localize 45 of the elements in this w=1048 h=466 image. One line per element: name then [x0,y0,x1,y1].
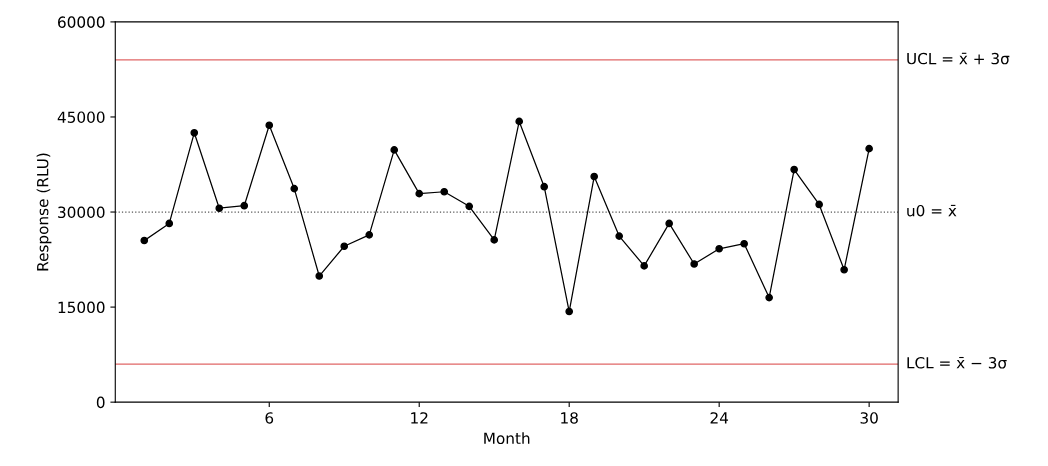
y-tick-label: 45000 [57,111,105,123]
point [265,121,274,130]
point [565,307,574,316]
point [790,165,798,174]
point [690,260,698,268]
x-axis-title: Month [484,432,530,445]
point [590,172,599,181]
point [515,117,524,126]
point [315,272,324,280]
ref-line-label: UCL = x̄ + 3σ [907,52,1010,65]
point [290,184,299,193]
point [140,236,149,245]
point [190,128,199,137]
point [465,202,474,211]
point [615,232,624,240]
ref-line-label: u0 = x̄ [907,204,957,217]
point [240,201,249,210]
point [815,200,823,209]
x-tick-label: 6 [265,412,274,424]
x-tick-label: 30 [860,412,878,424]
point [215,204,224,213]
point [440,187,449,196]
point [165,219,174,228]
y-tick-label: 0 [96,396,105,409]
point [840,265,848,274]
point [390,146,399,154]
x-tick-label: 12 [411,412,428,424]
ref-line-label: LCL = x̄ − 3σ [907,356,1007,369]
x-tick-label: 18 [561,412,578,424]
point [365,231,374,239]
point [865,144,873,153]
y-tick-label: 60000 [58,16,105,28]
x-tick-label: 24 [710,412,729,424]
y-tick-label: 30000 [58,206,105,219]
point [665,219,673,228]
point [540,182,549,191]
point [640,262,649,270]
point [340,242,349,251]
point [740,239,748,248]
y-axis-title: Response (RLU) [36,153,52,271]
point [765,293,773,302]
point [715,244,723,253]
point [415,189,424,198]
point [490,236,499,244]
y-tick-label: 15000 [58,301,105,314]
